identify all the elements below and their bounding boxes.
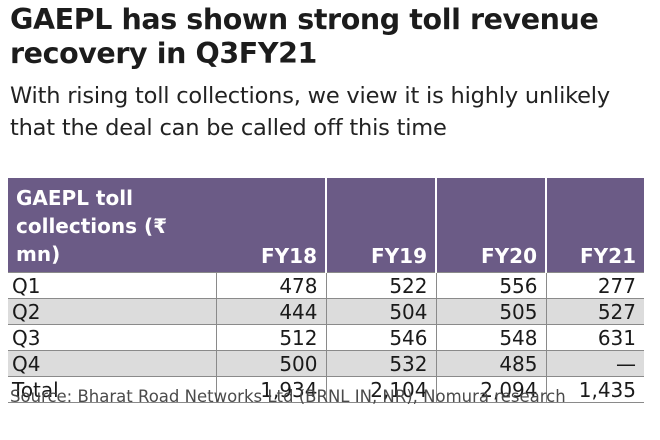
table-row: Q2 444 504 505 527 [8,298,644,325]
table-cell: 505 [435,298,546,325]
table-row: Q1 478 522 556 277 [8,272,644,299]
table-cell: 532 [325,350,436,377]
table-cell: 548 [435,324,546,351]
table-row: Q4 500 532 485 — [8,350,644,377]
source-note: Source: Bharat Road Networks Ltd (BRNL I… [10,387,566,406]
chart-subtitle: With rising toll collections, we view it… [10,83,610,141]
table-cell: 478 [215,272,326,299]
table-cell: 500 [215,350,326,377]
total-row: Total 1,934 2,104 2,094 1,435 [8,376,644,403]
table-cell: 556 [435,272,546,299]
table-cell: 512 [215,324,326,351]
table-cell: 522 [325,272,436,299]
column-header: FY19 [325,178,436,273]
toll-collections-table: GAEPL toll collections (₹ mn) FY18 FY19 … [8,178,644,403]
table-cell: 546 [325,324,436,351]
table-cell: — [545,350,644,377]
chart-title: GAEPL has shown strong toll revenue reco… [10,3,599,70]
row-label: Q2 [8,298,216,325]
table-cell: 2,094 [435,376,546,403]
table-cell: 504 [325,298,436,325]
table-header-row: GAEPL toll collections (₹ mn) FY18 FY19 … [8,178,644,273]
table-cell: 2,104 [325,376,436,403]
table-cell: 444 [215,298,326,325]
table-cell: 1,435 [545,376,644,403]
table-cell: 277 [545,272,644,299]
corner-header: GAEPL toll collections (₹ mn) [16,186,168,266]
row-label: Total [8,376,216,403]
row-label: Q3 [8,324,216,351]
column-header: FY21 [545,178,644,273]
table-cell: 527 [545,298,644,325]
column-header: FY20 [435,178,546,273]
row-label: Q1 [8,272,216,299]
table-cell: 631 [545,324,644,351]
column-header: FY18 [261,244,317,268]
table-cell: 485 [435,350,546,377]
table-cell: 1,934 [215,376,326,403]
row-label: Q4 [8,350,216,377]
table-row: Q3 512 546 548 631 [8,324,644,351]
